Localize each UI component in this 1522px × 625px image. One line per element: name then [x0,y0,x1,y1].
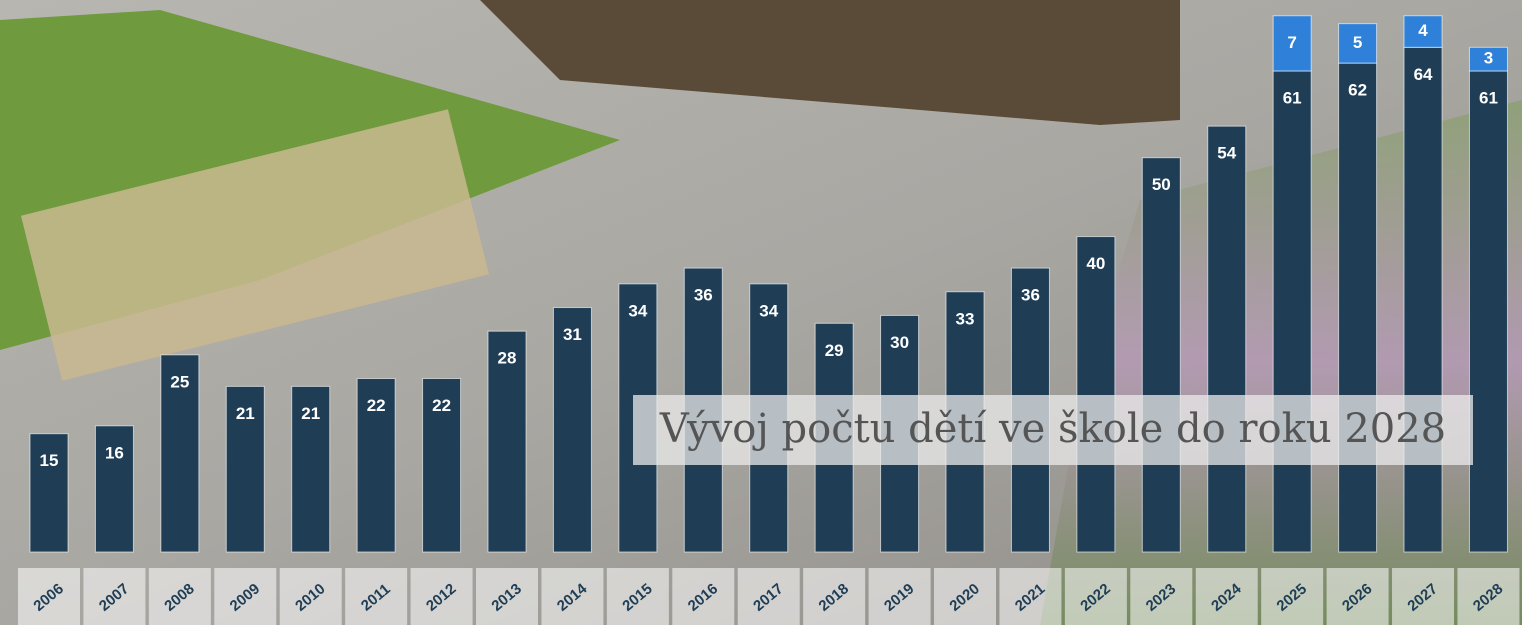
value-label: 34 [628,301,647,320]
bench [20,109,490,381]
value-label: 33 [956,309,975,328]
year-box [541,568,604,625]
year-box [83,568,146,625]
bar-segment [1076,236,1116,553]
year-box [606,568,669,625]
bar-segment [225,385,265,553]
value-label: 22 [367,396,386,415]
value-label: 30 [890,333,909,352]
bar-segment [356,378,396,553]
year-box [803,568,866,625]
year-box [672,568,735,625]
value-label: 4 [1418,21,1428,40]
title-box [633,395,1473,465]
bar-segment [1207,125,1247,553]
value-label: 21 [236,404,255,423]
value-label: 21 [301,404,320,423]
value-label: 61 [1479,88,1498,107]
bar-segment [1338,23,1378,64]
value-label: 40 [1086,254,1105,273]
year-box [999,568,1062,625]
bar-segment [1338,62,1378,553]
year-box [1064,568,1127,625]
value-label: 36 [1021,286,1040,305]
value-label: 5 [1353,33,1362,52]
year-box [737,568,800,625]
value-label: 7 [1287,33,1296,52]
year-box [18,568,80,625]
year-box [345,568,408,625]
year-box [868,568,931,625]
value-label: 34 [759,301,778,320]
value-label: 36 [694,286,713,305]
bar-segment [94,425,134,553]
year-box [1457,568,1520,625]
year-box [476,568,539,625]
value-label: 3 [1484,49,1493,68]
year-box [410,568,473,625]
year-box [1195,568,1258,625]
bar-segment [1403,46,1443,553]
bar-segment [1468,46,1508,72]
value-label: 61 [1283,88,1302,107]
bar-segment [1272,70,1312,553]
value-label: 62 [1348,81,1367,100]
value-label: 50 [1152,175,1171,194]
value-label: 64 [1414,65,1433,84]
bar-segment [1403,15,1443,48]
building [480,0,1180,125]
bar-segment [29,433,69,553]
year-box [214,568,277,625]
bar-segment [422,378,462,553]
year-box [1326,568,1389,625]
bar-segment [160,354,200,553]
bar-segment [1468,70,1508,553]
year-box [148,568,211,625]
value-label: 25 [170,372,189,391]
value-label: 28 [498,349,517,368]
bar-segment [1272,15,1312,72]
value-label: 29 [825,341,844,360]
bar-segment [1141,157,1181,553]
value-label: 22 [432,396,451,415]
year-box [934,568,997,625]
year-box [279,568,342,625]
bar-segment [291,385,331,553]
value-label: 31 [563,325,582,344]
value-label: 16 [105,443,124,462]
value-label: 15 [40,451,59,470]
year-box [1130,568,1193,625]
chart-title: Vývoj počtu dětí ve škole do roku 2028 [659,406,1446,452]
value-label: 54 [1217,144,1236,163]
year-box [1261,568,1324,625]
year-box [1392,568,1455,625]
bar-segment [487,330,527,553]
bar-segment [552,307,592,553]
